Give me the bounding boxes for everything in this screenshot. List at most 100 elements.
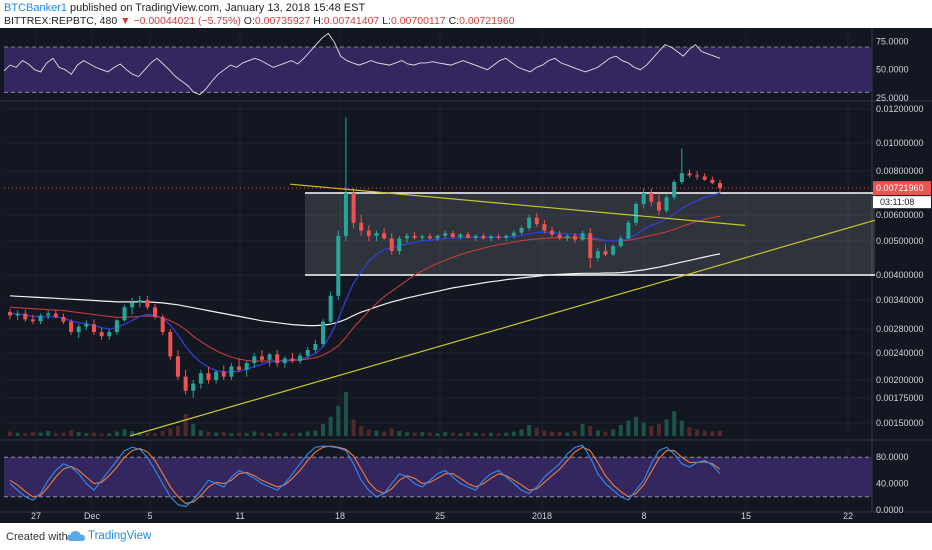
volume-bar (38, 432, 43, 436)
symbol-line: BITTREX:REPBTC, 480 ▼ −0.00044021 (−5.75… (4, 15, 515, 27)
candle-body (321, 321, 326, 344)
candle-body (53, 313, 58, 317)
volume-bar (588, 426, 593, 436)
candle-body (534, 217, 539, 225)
candle-body (611, 246, 616, 255)
volume-bar (595, 430, 600, 436)
candle-body (550, 230, 555, 235)
price-scale-label: 0.01200000 (876, 104, 924, 114)
time-axis-label: 2018 (532, 511, 552, 521)
candle-body (76, 326, 81, 332)
volume-bar (321, 423, 326, 436)
last-price-label: 0.00721960 (876, 183, 924, 193)
candle-body (328, 295, 333, 322)
candle-body (565, 235, 570, 239)
volume-bar (450, 432, 455, 436)
candle-body (214, 371, 219, 380)
publish-header: BTCBanker1 published on TradingView.com,… (0, 0, 932, 28)
volume-bar (496, 433, 501, 436)
rsi-scale-label: 75.0000 (876, 36, 909, 46)
ohlc-open-label: O: (243, 15, 255, 27)
price-scale-label: 0.00800000 (876, 166, 924, 176)
candle-body (30, 319, 35, 322)
volume-bar (603, 431, 608, 436)
ohlc-high: 0.00741407 (323, 15, 380, 27)
volume-bar (259, 432, 264, 436)
stoch-d-line (9, 445, 721, 504)
chart-area[interactable]: 75.0000 50.0000 25.0000 0.01200000 0.0100000… (0, 28, 932, 523)
candle-body (351, 193, 356, 223)
volume-bar (649, 426, 654, 436)
candle-body (603, 251, 608, 255)
candle-body (153, 307, 158, 317)
volume-bar (183, 414, 188, 436)
candle-body (107, 332, 112, 337)
volume-bar (30, 432, 35, 436)
volume-bar (160, 431, 165, 436)
candle-body (298, 355, 303, 362)
candle-body (634, 204, 639, 223)
candle-body (618, 238, 623, 247)
volume-bar (290, 433, 295, 436)
tradingview-logo-text[interactable]: TradingView (88, 530, 152, 542)
candle-body (61, 316, 66, 322)
volume-bar (550, 431, 555, 436)
price-chart[interactable]: 75.000050.000025.00000.012000000.0100000… (0, 28, 932, 523)
change-value: ▼ −0.00044021 (−5.75%) (120, 15, 241, 27)
volume-bar (343, 392, 348, 436)
candle-body (46, 313, 51, 316)
volume-bar (99, 433, 104, 436)
candle-body (511, 232, 516, 236)
volume-bar (8, 431, 12, 436)
candle-body (572, 235, 577, 240)
volume-bar (15, 432, 20, 436)
candle-body (542, 224, 547, 231)
candle-body (122, 307, 127, 321)
ascending-trendline (129, 219, 876, 437)
volume-bar (534, 427, 539, 436)
price-scale-label: 0.00175000 (876, 393, 924, 403)
time-axis-label: 5 (147, 511, 152, 521)
stoch-k-line (9, 444, 721, 508)
candle-body (8, 312, 12, 316)
price-scale-label: 0.00400000 (876, 270, 924, 280)
rsi-scale-label: 25.0000 (876, 93, 909, 103)
candle-body (473, 235, 478, 238)
ma-white-line (9, 253, 721, 327)
volume-bar (580, 423, 585, 436)
candle-body (23, 313, 28, 320)
volume-bar (137, 432, 142, 436)
price-scale-label: 0.00240000 (876, 348, 924, 358)
volume-bar (84, 433, 89, 436)
candle-body (427, 236, 432, 239)
candle-body (389, 238, 394, 252)
time-axis-label: 27 (31, 511, 41, 521)
volume-bar (114, 431, 119, 436)
rsi-band (4, 47, 872, 93)
ohlc-low: 0.00700117 (390, 15, 446, 27)
candle-body (374, 233, 379, 236)
footer: Created with TradingView (0, 523, 932, 550)
candle-body (420, 236, 425, 238)
volume-bar (611, 429, 616, 436)
candle-body (488, 236, 493, 239)
candle-body (259, 356, 264, 360)
candle-body (626, 222, 631, 239)
candle-body (580, 233, 585, 240)
volume-bar (191, 423, 196, 436)
candle-body (229, 366, 234, 377)
publish-line: BTCBanker1 published on TradingView.com,… (4, 2, 365, 14)
volume-bar (443, 432, 448, 436)
candle-body (191, 383, 196, 391)
candle-body (718, 183, 722, 189)
ohlc-high-label: H: (313, 15, 324, 27)
candle-body (130, 302, 135, 308)
volume-bar (267, 433, 272, 436)
candle-body (656, 201, 661, 211)
price-scale-label: 0.01000000 (876, 138, 924, 148)
ohlc-close-label: C: (448, 15, 460, 27)
author-link[interactable]: BTCBanker1 (4, 2, 67, 14)
volume-bar (328, 416, 333, 436)
candle-body (466, 234, 471, 238)
volume-bar (634, 416, 639, 436)
